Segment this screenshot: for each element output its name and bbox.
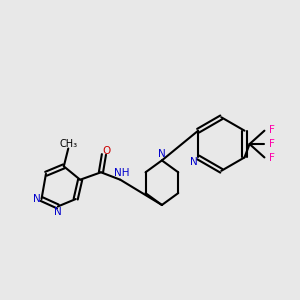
Text: N: N bbox=[54, 207, 62, 218]
Text: F: F bbox=[269, 125, 275, 135]
Text: F: F bbox=[269, 153, 275, 163]
Text: NH: NH bbox=[114, 168, 130, 178]
Text: N: N bbox=[158, 149, 166, 159]
Text: N: N bbox=[33, 194, 41, 204]
Text: N: N bbox=[190, 157, 198, 167]
Text: F: F bbox=[269, 139, 275, 149]
Text: CH₃: CH₃ bbox=[59, 139, 77, 149]
Text: O: O bbox=[103, 146, 111, 157]
